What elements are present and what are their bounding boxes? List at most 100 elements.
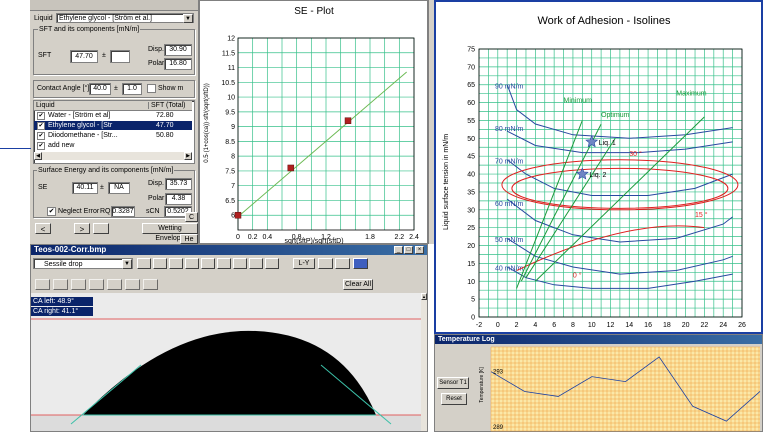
print-icon[interactable] — [169, 258, 183, 269]
table-hscroll[interactable]: ◀ ▶ — [34, 152, 192, 160]
row-checkbox[interactable]: ✔ — [37, 142, 45, 150]
iso-ytick: 70 — [467, 64, 475, 71]
c-button[interactable]: C — [185, 212, 198, 222]
he-button[interactable]: He — [180, 234, 198, 244]
row-checkbox[interactable]: ✔ — [37, 132, 45, 140]
iso-ytick: 5 — [471, 297, 475, 304]
isoline-annotation: Minimum — [564, 98, 593, 105]
iso-ytick: 45 — [467, 154, 475, 161]
angle-contour-30 — [501, 159, 739, 211]
sensor-t1-button[interactable]: Sensor T1 — [437, 377, 469, 389]
table-row[interactable]: ✔ Diiodomethane - [Str... 50.80 — [34, 131, 192, 140]
minimize-button[interactable]: _ — [394, 246, 403, 254]
divider-strip[interactable] — [428, 0, 435, 244]
tool-c-icon[interactable] — [71, 279, 86, 290]
tool-g-icon[interactable] — [143, 279, 158, 290]
brush-icon[interactable] — [185, 258, 199, 269]
row-checkbox[interactable]: ✔ — [37, 122, 45, 130]
maximize-button[interactable]: □ — [404, 246, 413, 254]
drop-vscroll[interactable]: ▲ — [421, 293, 427, 431]
isoline-label: 70 mN/m — [495, 158, 524, 165]
reset-button[interactable]: Reset — [441, 393, 467, 405]
mode-select[interactable]: Sessile drop ▼ — [33, 258, 133, 269]
line-tool-1-button[interactable] — [318, 258, 333, 269]
tool-f-icon[interactable] — [125, 279, 140, 290]
ly-button[interactable]: L-Y — [293, 258, 315, 269]
nav-next-button[interactable]: > — [74, 223, 90, 234]
line-tool-2-button[interactable] — [335, 258, 350, 269]
se-error: NA — [108, 182, 130, 194]
angle-contour-15 — [511, 167, 729, 209]
chevron-down-icon[interactable]: ▼ — [183, 14, 193, 23]
iso-ytick: 10 — [467, 279, 475, 286]
row-sft-value: 72.80 — [156, 112, 174, 119]
tool-b-icon[interactable] — [53, 279, 68, 290]
clear-all-button[interactable]: Clear All — [343, 279, 373, 290]
contact-angle-label: Contact Angle [°] — [37, 85, 90, 92]
temp-series-line — [490, 356, 761, 422]
nav-extra-button[interactable] — [93, 223, 109, 234]
baseline-icon[interactable] — [233, 258, 247, 269]
liquid-point — [575, 167, 589, 180]
table-row[interactable]: ✔ Ethylene glycol - [Str 47.70 — [34, 121, 192, 130]
show-checkbox[interactable] — [147, 84, 156, 93]
iso-xtick: 22 — [701, 322, 709, 329]
temp-log-svg: Temperature [K] 293 289 — [479, 346, 761, 432]
isoline-label: 50 mN/m — [495, 237, 524, 244]
ca-error-input[interactable]: 1.0 — [122, 83, 142, 95]
tool-e-icon[interactable] — [107, 279, 122, 290]
isolines-ylabel: Liquid surface tension in mN/m — [443, 134, 450, 230]
tool-a-icon[interactable] — [35, 279, 50, 290]
font-icon[interactable] — [249, 258, 263, 269]
optimization-line — [516, 120, 583, 289]
row-liquid-name: Water - [Ström et al] — [48, 112, 111, 119]
iso-ytick: 30 — [467, 207, 475, 214]
iso-xtick: 0 — [496, 322, 500, 329]
temp-log-ylabel: Temperature [K] — [479, 367, 485, 403]
row-checkbox[interactable]: ✔ — [37, 112, 45, 120]
row-liquid-name: Diiodomethane - [Str... — [48, 132, 118, 139]
iso-ytick: 75 — [467, 47, 475, 54]
tool-d-icon[interactable] — [89, 279, 104, 290]
iso-ytick: 40 — [467, 172, 475, 179]
chevron-down-icon[interactable]: ▼ — [122, 259, 132, 269]
se-ytick: 6 — [231, 213, 235, 220]
scroll-right-icon[interactable]: ▶ — [184, 152, 192, 160]
sft-error-input[interactable] — [110, 50, 130, 63]
contact-angle-input[interactable]: 40.0 — [89, 83, 111, 95]
se-label: SE — [38, 184, 48, 191]
se-ytick: 6.5 — [225, 198, 235, 205]
mode-select-value: Sessile drop — [44, 261, 83, 268]
wetting-envelope-button[interactable]: Wetting Envelope — [142, 223, 198, 242]
neglect-error-checkbox[interactable]: ✔ — [47, 207, 56, 216]
temp-log-titlebar[interactable]: Temperature Log — [435, 335, 762, 344]
table-row[interactable]: ✔ add new — [34, 141, 192, 150]
se-plot-ylabel: 0.5·(1+cos(ca))·sft/(sqrt(sftD)) — [204, 83, 210, 163]
drop-window-titlebar[interactable]: Teos-002-Corr.bmp — [31, 245, 427, 255]
sft-input[interactable]: 47.70 — [70, 50, 98, 63]
panel-tab-strip[interactable] — [30, 0, 198, 11]
save-icon[interactable] — [153, 258, 167, 269]
close-button[interactable]: × — [415, 246, 424, 254]
se-xtick: 1.8 — [365, 234, 375, 241]
scroll-left-icon[interactable]: ◀ — [34, 152, 42, 160]
se-data-point — [344, 117, 352, 124]
iso-xtick: 26 — [738, 322, 746, 329]
open-icon[interactable] — [137, 258, 151, 269]
brush-tool-button[interactable] — [353, 258, 368, 269]
iso-ytick: 20 — [467, 243, 475, 250]
row-sft-value: 47.70 — [156, 122, 174, 129]
se-ytick: 9.5 — [225, 109, 235, 116]
scroll-up-icon[interactable]: ▲ — [421, 293, 427, 300]
drop-icon[interactable] — [217, 258, 231, 269]
liquid-select[interactable]: Ethylene glycol - [Ström et al.] ▼ — [56, 13, 194, 23]
drop-image-canvas[interactable] — [31, 293, 421, 431]
se-xtick: 2.4 — [409, 234, 419, 241]
table-header-sft: SFT (Total) — [148, 102, 186, 109]
eye-icon[interactable] — [201, 258, 215, 269]
table-row[interactable]: ✔ Water - [Ström et al] 72.80 — [34, 111, 192, 120]
zoom-icon[interactable] — [265, 258, 279, 269]
isoline-curve — [506, 198, 733, 243]
rq-label: RQ — [100, 208, 111, 215]
nav-prev-button[interactable]: < — [35, 223, 51, 234]
